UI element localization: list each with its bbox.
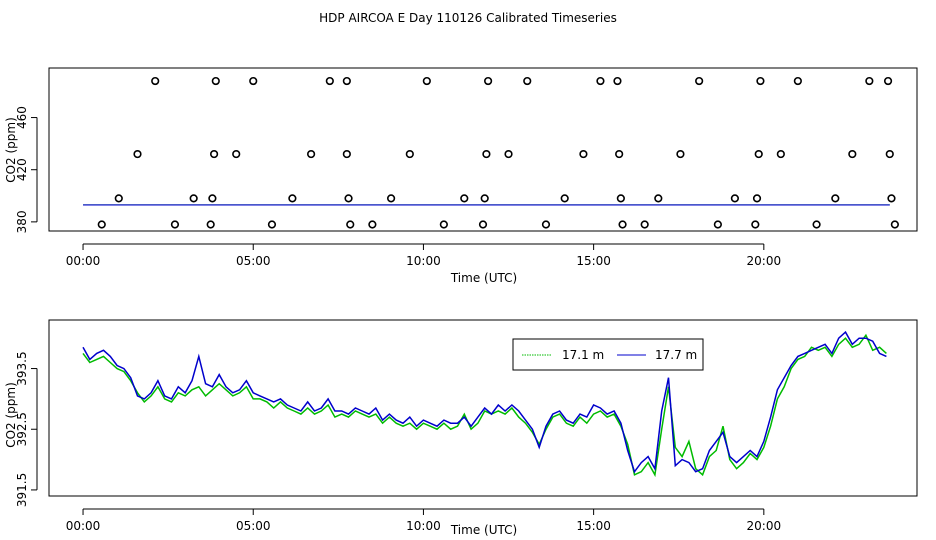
- top-panel-xlabel: Time (UTC): [450, 271, 517, 285]
- bottom-panel-line: CO2 (ppm) Time (UTC) 00:00 05:00 10:00 15:0…: [4, 319, 918, 537]
- top-x-axis: 00:00 05:00 10:00 15:00 20:00: [66, 243, 782, 268]
- bottom-panel-ylabel: CO2 (ppm): [4, 382, 18, 448]
- scatter-point: [654, 194, 663, 203]
- scatter-point: [484, 76, 493, 86]
- scatter-point: [422, 76, 431, 86]
- scatter-point: [405, 149, 414, 159]
- scatter-point: [133, 149, 142, 159]
- bottom-x-tick-label: 20:00: [747, 519, 782, 533]
- series-line-17-7m: [82, 330, 887, 474]
- scatter-point: [676, 149, 685, 159]
- scatter-point: [97, 220, 106, 229]
- scatter-point: [812, 220, 821, 229]
- scatter-point: [615, 149, 624, 159]
- bottom-y-tick-label: 392.5: [15, 412, 29, 446]
- scatter-point: [865, 76, 874, 86]
- scatter-point: [523, 76, 532, 86]
- bottom-y-tick-label: 393.5: [15, 351, 29, 385]
- scatter-point: [151, 76, 160, 86]
- top-x-tick-label: 05:00: [236, 254, 271, 268]
- scatter-point: [640, 220, 649, 229]
- top-y-tick-label: 420: [15, 158, 29, 181]
- top-x-tick-label: 10:00: [406, 254, 441, 268]
- scatter-point: [386, 194, 396, 203]
- bottom-x-tick-label: 15:00: [576, 519, 611, 533]
- scatter-point: [579, 149, 588, 159]
- bottom-x-tick-label: 00:00: [66, 519, 101, 533]
- top-x-tick-label: 20:00: [747, 254, 782, 268]
- series-line-17-1m: [82, 333, 887, 478]
- top-plot-frame: [48, 67, 918, 232]
- scatter-point: [504, 149, 513, 159]
- scatter-point: [189, 194, 198, 203]
- bottom-y-tick-label: 391.5: [15, 473, 29, 507]
- top-y-tick-label: 460: [15, 106, 29, 129]
- legend-label-17-7m: 17.7 m: [655, 348, 697, 362]
- scatter-point: [480, 194, 489, 203]
- scatter-point: [885, 149, 894, 159]
- scatter-point: [209, 149, 219, 159]
- scatter-point: [478, 220, 488, 229]
- top-x-tick-label: 15:00: [576, 254, 611, 268]
- scatter-point: [344, 194, 353, 203]
- scatter-point: [208, 194, 217, 203]
- top-y-axis: 380 420 460: [15, 106, 38, 233]
- scatter-point: [756, 76, 765, 86]
- scatter-point: [342, 76, 351, 86]
- scatter-point: [618, 220, 627, 229]
- scatter-point: [713, 220, 722, 229]
- scatter-point: [342, 149, 351, 159]
- scatter-point: [890, 220, 899, 229]
- scatter-point: [170, 220, 180, 229]
- top-panel-scatter: CO2 (ppm) Time (UTC) 00:00 05:00 10:00 15:0…: [4, 67, 918, 285]
- bottom-x-tick-label: 05:00: [236, 519, 271, 533]
- scatter-point: [793, 76, 802, 86]
- scatter-point: [439, 220, 448, 229]
- scatter-point: [211, 76, 220, 86]
- scatter-point: [695, 76, 704, 86]
- scatter-point: [368, 220, 377, 229]
- scatter-point: [460, 194, 469, 203]
- top-x-tick-label: 00:00: [66, 254, 101, 268]
- top-y-tick-label: 380: [15, 210, 29, 233]
- scatter-point: [560, 194, 569, 203]
- bottom-plot-frame: [48, 319, 918, 497]
- bottom-panel-xlabel: Time (UTC): [450, 523, 517, 537]
- scatter-point: [482, 149, 491, 159]
- legend: 17.1 m 17.7 m: [512, 338, 704, 371]
- top-panel-ylabel: CO2 (ppm): [4, 117, 18, 183]
- scatter-point: [613, 76, 622, 86]
- scatter-point: [307, 149, 316, 159]
- scatter-point: [776, 149, 785, 159]
- scatter-point: [887, 194, 896, 203]
- scatter-point: [114, 194, 123, 203]
- scatter-point: [848, 149, 857, 159]
- scatter-point: [883, 76, 893, 86]
- scatter-point: [596, 76, 605, 86]
- scatter-point: [346, 220, 355, 229]
- bottom-x-axis: 00:00 05:00 10:00 15:00 20:00: [66, 508, 782, 533]
- scatter-point: [730, 194, 739, 203]
- scatter-point: [232, 149, 241, 159]
- scatter-point: [325, 76, 334, 86]
- scatter-point: [288, 194, 297, 203]
- scatter-point: [751, 220, 760, 229]
- bottom-x-tick-label: 10:00: [406, 519, 441, 533]
- scatter-point: [249, 76, 258, 86]
- legend-label-17-1m: 17.1 m: [562, 348, 604, 362]
- bottom-y-axis: 391.5 392.5 393.5: [15, 351, 38, 507]
- scatter-point: [752, 194, 762, 203]
- figure-title: HDP AIRCOA E Day 110126 Calibrated Times…: [319, 11, 617, 25]
- scatter-point: [831, 194, 840, 203]
- scatter-point: [754, 149, 763, 159]
- scatter-point: [267, 220, 277, 229]
- scatter-point: [616, 194, 625, 203]
- scatter-point: [206, 220, 215, 229]
- scatter-point: [541, 220, 551, 229]
